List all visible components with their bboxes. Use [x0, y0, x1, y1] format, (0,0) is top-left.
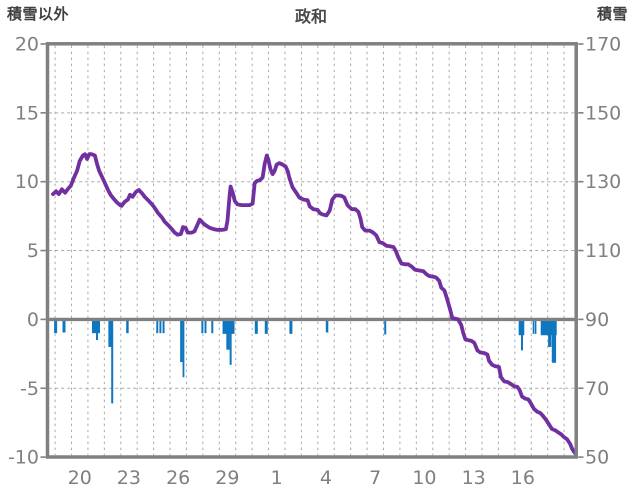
bar: [62, 319, 66, 333]
bar: [264, 319, 268, 334]
bar: [204, 319, 207, 334]
x-tick-label: 7: [369, 467, 381, 489]
x-tick-label: 1: [271, 467, 283, 489]
x-tick-label: 10: [412, 467, 436, 489]
left-tick-label: 10: [15, 171, 39, 193]
right-axis-tick-labels: 170 150 130 110 90 70 50: [585, 34, 621, 469]
bar: [226, 319, 230, 350]
x-tick-label: 23: [117, 467, 141, 489]
bar: [111, 319, 114, 404]
left-tick-label: 20: [15, 34, 39, 56]
x-tick-label: 29: [215, 467, 239, 489]
x-tick-label: 4: [320, 467, 332, 489]
line-series: [51, 152, 578, 457]
bar: [551, 319, 557, 363]
horizontal-gridlines: [49, 112, 575, 389]
bar: [254, 319, 258, 334]
bar: [156, 319, 159, 334]
bar: [162, 319, 165, 334]
right-tick-label: 130: [585, 171, 621, 193]
bar-series: [54, 319, 557, 404]
bar: [325, 319, 329, 333]
bar: [548, 319, 552, 347]
data-line: [51, 152, 578, 457]
bar: [126, 319, 129, 334]
bar: [532, 319, 535, 334]
x-tick-label: 20: [68, 467, 92, 489]
left-axis-title: 積雪以外: [7, 5, 70, 23]
bar: [534, 319, 537, 334]
bar: [289, 319, 293, 334]
bar: [520, 319, 523, 351]
chart-title: 政和: [294, 7, 327, 26]
plot-frame: [45, 42, 578, 459]
bar: [201, 319, 204, 334]
x-axis-tick-labels: 20 23 26 29 1 4 7 10 13 16: [68, 467, 535, 489]
bar: [159, 319, 162, 334]
bar: [108, 319, 112, 347]
bar: [180, 319, 183, 363]
left-tick-label: 15: [15, 102, 39, 124]
right-tick-label: 70: [585, 378, 609, 400]
left-tick-label: -10: [8, 447, 39, 469]
right-tick-label: 90: [585, 309, 609, 331]
bar: [182, 319, 185, 378]
x-tick-label: 13: [462, 467, 486, 489]
vertical-gridlines: [54, 45, 565, 456]
left-tick-label: 5: [27, 240, 39, 262]
left-axis-tick-labels: 20 15 10 5 0 -5 -10: [8, 34, 39, 469]
axis-tick-marks: [40, 43, 584, 458]
bar: [96, 319, 99, 341]
left-tick-label: -5: [20, 378, 39, 400]
bar: [91, 319, 100, 334]
right-tick-label: 150: [585, 102, 621, 124]
bar: [54, 319, 58, 334]
right-tick-label: 170: [585, 34, 621, 56]
x-tick-label: 16: [511, 467, 535, 489]
right-axis-title: 積雪: [596, 5, 628, 23]
plot-border: [45, 42, 578, 459]
left-tick-label: 0: [27, 309, 39, 331]
right-tick-label: 50: [585, 447, 609, 469]
bar: [229, 319, 232, 365]
x-tick-label: 26: [166, 467, 190, 489]
right-tick-label: 110: [585, 240, 621, 262]
bar: [211, 319, 214, 334]
bar: [384, 319, 387, 335]
